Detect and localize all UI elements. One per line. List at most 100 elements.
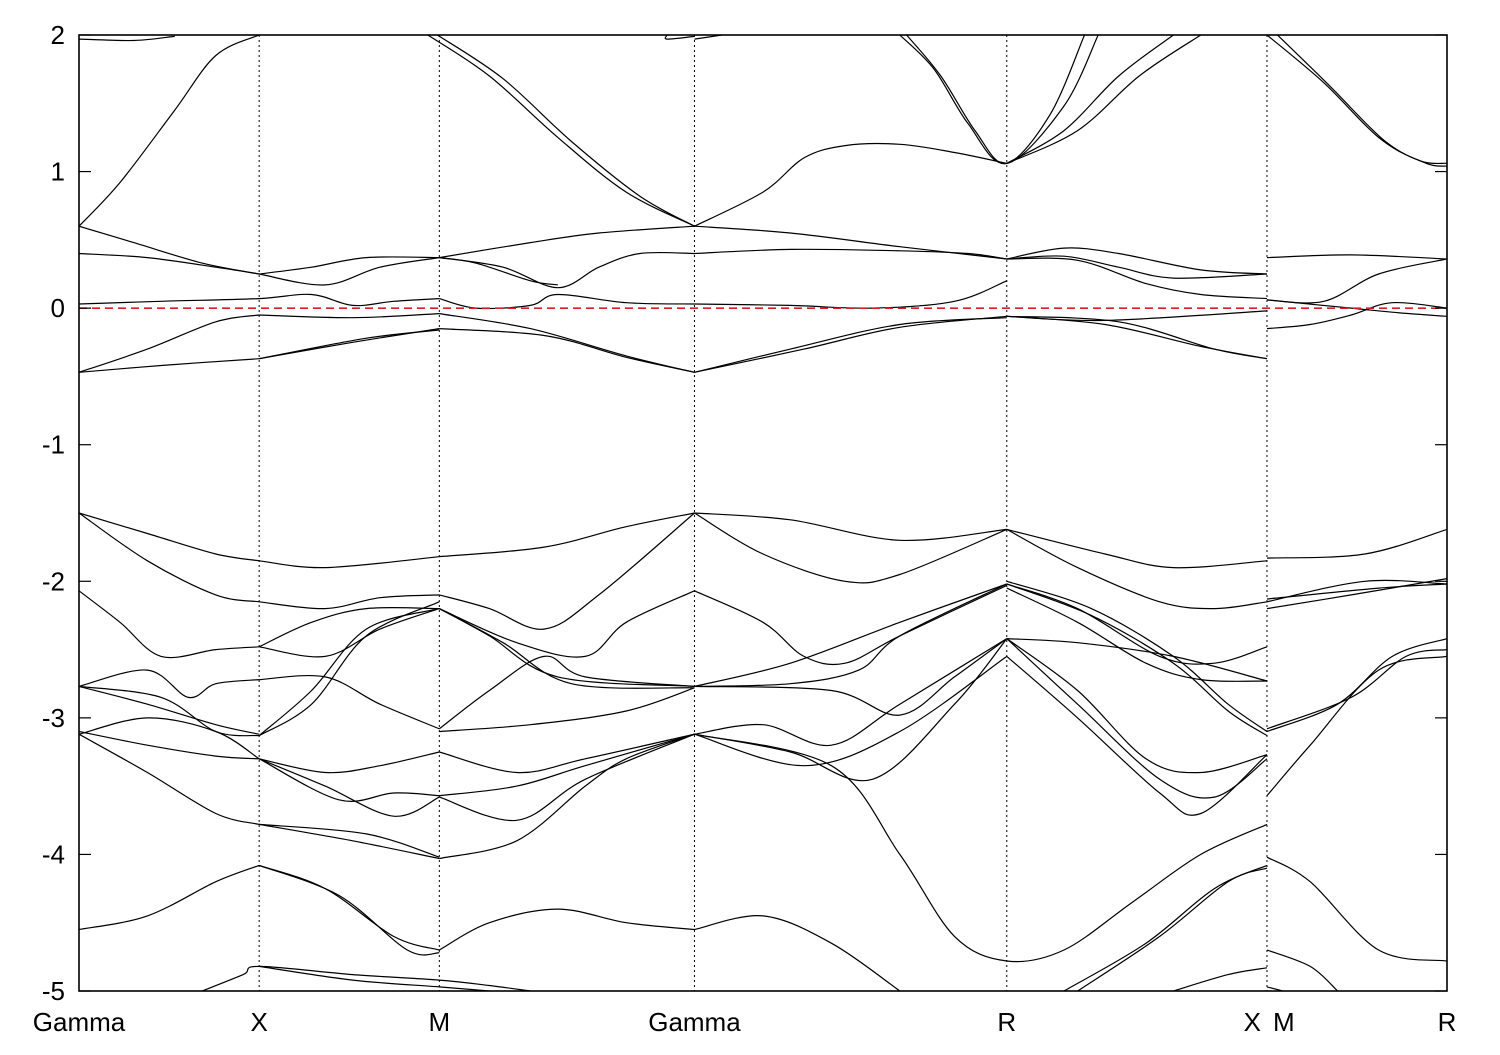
band-line [694,512,1008,584]
tick-marks [79,34,1447,992]
band-line [79,358,260,373]
plot-border [78,34,1448,992]
band-line [1006,655,1268,816]
band-line [1006,247,1268,275]
band-line [1266,35,1447,165]
band-line [258,608,440,737]
band-line [79,293,440,307]
x-tick-label: M [1273,1007,1295,1037]
band-line [439,733,695,774]
band-line [79,590,260,659]
band-line [1266,258,1447,304]
band-line [259,751,440,774]
band-line [1266,856,1447,962]
high-symmetry-lines [258,35,1268,991]
y-tick-label: -1 [42,430,65,460]
x-tick-label: X [1244,1007,1261,1037]
band-line [694,583,1008,687]
band-line [439,328,695,373]
band-line [258,864,440,956]
y-tick-label: -3 [42,703,65,733]
band-line [1006,315,1268,360]
band-line [427,35,695,227]
band-line [79,512,260,603]
band-line [439,687,695,733]
band-line [259,313,440,319]
x-tick-label: X [250,1007,267,1037]
band-line [694,583,1008,687]
band-line [439,512,695,558]
band-line [439,590,695,658]
band-line [694,315,1007,373]
band-line [694,248,1007,260]
band-line [79,35,260,227]
band-line [259,864,440,951]
band-line [258,758,440,817]
band-line [1006,528,1268,569]
band-line [439,251,695,289]
band-line [201,965,531,991]
band-line [1266,579,1447,603]
band-line [1266,638,1447,733]
band-line [79,717,260,760]
band-line [439,733,695,860]
band-line [1006,35,1202,164]
band-line [259,556,440,569]
band-line [79,733,260,825]
band-line [694,584,1008,666]
x-tick-label: R [1438,1007,1457,1037]
y-tick-label: -5 [42,976,65,1006]
band-line [259,674,440,730]
band-line [1006,583,1268,737]
band-line [1266,583,1447,600]
band-line [1006,528,1268,610]
band-line [899,35,1099,165]
band-line [1006,255,1268,279]
band-line [694,915,901,991]
band-line [259,823,440,860]
band-line [79,730,260,760]
band-line [259,965,490,991]
band-lines [79,35,1447,991]
band-line [1006,638,1268,799]
band-line [1266,528,1447,559]
plot-frame [78,34,1448,992]
band-line [79,252,260,275]
band-line [438,655,695,730]
band-line [1266,949,1339,991]
band-line [79,225,260,275]
band-line [1266,301,1447,330]
x-tick-labels: Gamma X M Gamma R X M R [33,1007,1457,1037]
band-line [694,733,1268,963]
band-line [79,512,260,562]
band-line [1006,257,1268,300]
x-tick-label: M [428,1007,450,1037]
band-line [259,256,440,275]
band-line [439,293,695,310]
band-line [694,638,1008,716]
band-line [1006,580,1268,732]
band-line [694,225,1007,260]
band-line [1006,638,1268,682]
band-line [259,608,440,658]
y-tick-label: 2 [51,20,65,50]
band-line [79,685,260,737]
band-line [1006,638,1268,774]
y-tick-label: -2 [42,566,65,596]
band-line [906,35,1086,165]
band-line [1173,967,1268,991]
band-line [1006,583,1268,665]
band-line [1077,867,1268,991]
band-line [694,655,1008,767]
band-line [1006,35,1174,164]
x-tick-label: Gamma [33,1007,126,1037]
band-line [259,329,440,360]
band-line [79,864,260,931]
band-line [439,733,695,797]
band-line [694,280,1008,309]
band-line [694,638,1008,747]
band-line [259,823,440,858]
band-line [439,512,695,630]
band-line [79,685,260,735]
